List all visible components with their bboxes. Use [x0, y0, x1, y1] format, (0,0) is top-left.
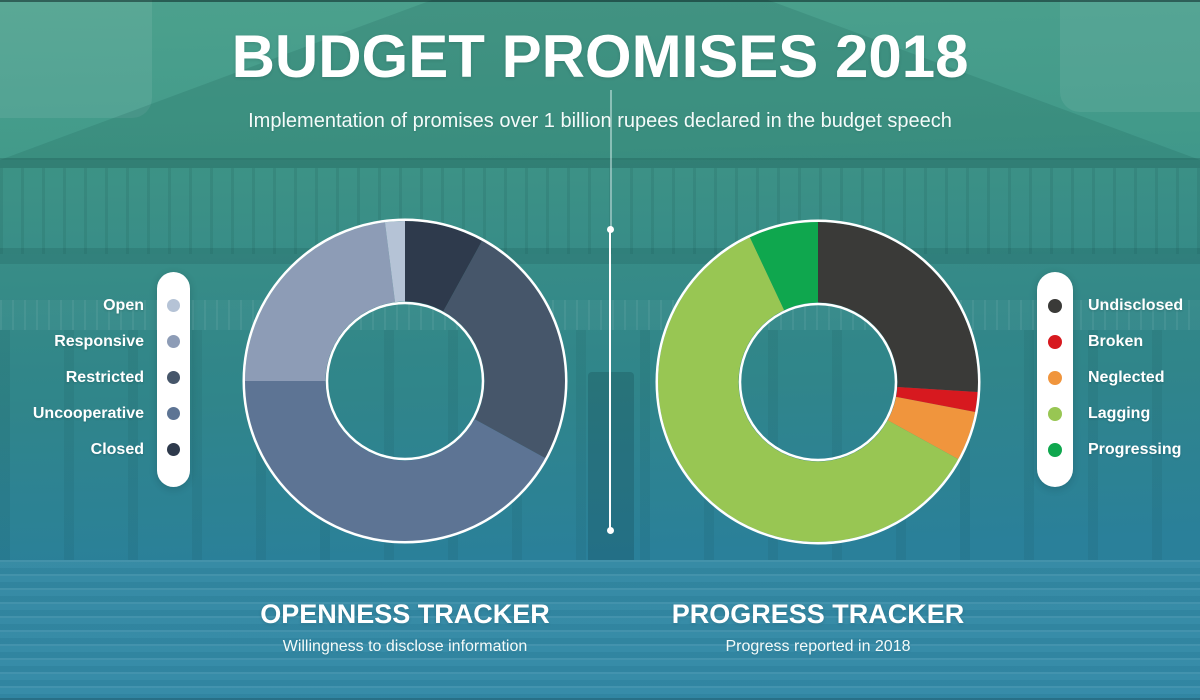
progress-legend-item-lagging[interactable]: Lagging [1088, 405, 1151, 422]
openness-tracker-subtitle: Willingness to disclose information [282, 638, 528, 655]
progress-legend-item-neglected[interactable]: Neglected [1088, 369, 1165, 386]
progress-legend-item-progressing[interactable]: Progressing [1088, 441, 1182, 458]
progress-slice-broken[interactable] [896, 386, 978, 412]
openness-legend-labels: Open Responsive Restricted Uncooperative Clo… [8, 296, 144, 460]
progress-slice-progressing[interactable] [749, 222, 818, 311]
progress-legend-labels: Undisclosed Broken Neglected Lagging Progres… [1088, 296, 1200, 460]
progress-donut-chart[interactable] [653, 217, 983, 547]
progress-tracker-heading: PROGRESS TRACKER [671, 599, 965, 629]
progress-legend-dot-broken[interactable] [1048, 335, 1062, 349]
page-title: BUDGET PROMISES 2018 [231, 23, 969, 90]
progress-slice-neglected[interactable] [887, 396, 976, 460]
openness-legend-item-restricted[interactable]: Restricted [65, 369, 144, 386]
openness-legend-item-responsive[interactable]: Responsive [54, 333, 144, 350]
progress-legend-dot-lagging[interactable] [1048, 407, 1062, 421]
openness-legend-item-closed[interactable]: Closed [90, 441, 144, 458]
progress-legend-dot-progressing[interactable] [1048, 443, 1062, 457]
progress-legend-dot-neglected[interactable] [1048, 371, 1062, 385]
openness-slice-closed[interactable] [405, 221, 483, 312]
page-subtitle: Implementation of promises over 1 billio… [248, 110, 952, 132]
progress-slice-lagging[interactable] [658, 237, 959, 543]
progress-slice-undisclosed[interactable] [818, 222, 978, 393]
openness-slice-restricted[interactable] [443, 240, 565, 459]
progress-outer-ring [655, 219, 981, 545]
openness-legend-dot-restricted[interactable] [167, 371, 180, 384]
openness-outer-ring [242, 218, 568, 544]
openness-slice-responsive[interactable] [245, 222, 396, 381]
openness-legend-pill [157, 272, 190, 487]
chart-divider-line [606, 226, 614, 534]
progress-legend-dot-undisclosed[interactable] [1048, 299, 1062, 313]
openness-legend-item-uncooperative[interactable]: Uncooperative [32, 405, 144, 422]
openness-slice-open[interactable] [384, 221, 405, 303]
progress-inner-ring [738, 302, 898, 462]
openness-tracker-heading: OPENNESS TRACKER [260, 599, 550, 629]
progress-legend-item-undisclosed[interactable]: Undisclosed [1088, 297, 1184, 314]
progress-legend-item-broken[interactable]: Broken [1088, 333, 1144, 350]
openness-legend-dot-responsive[interactable] [167, 335, 180, 348]
openness-legend-dot-uncooperative[interactable] [167, 407, 180, 420]
openness-slice-uncooperative[interactable] [245, 381, 546, 542]
openness-legend-item-open[interactable]: Open [103, 297, 144, 314]
openness-legend-dot-open[interactable] [167, 299, 180, 312]
progress-tracker-subtitle: Progress reported in 2018 [725, 638, 911, 655]
openness-donut-chart[interactable] [240, 216, 570, 546]
openness-inner-ring [325, 301, 485, 461]
openness-legend-dot-closed[interactable] [167, 443, 180, 456]
progress-legend-pill [1037, 272, 1073, 487]
